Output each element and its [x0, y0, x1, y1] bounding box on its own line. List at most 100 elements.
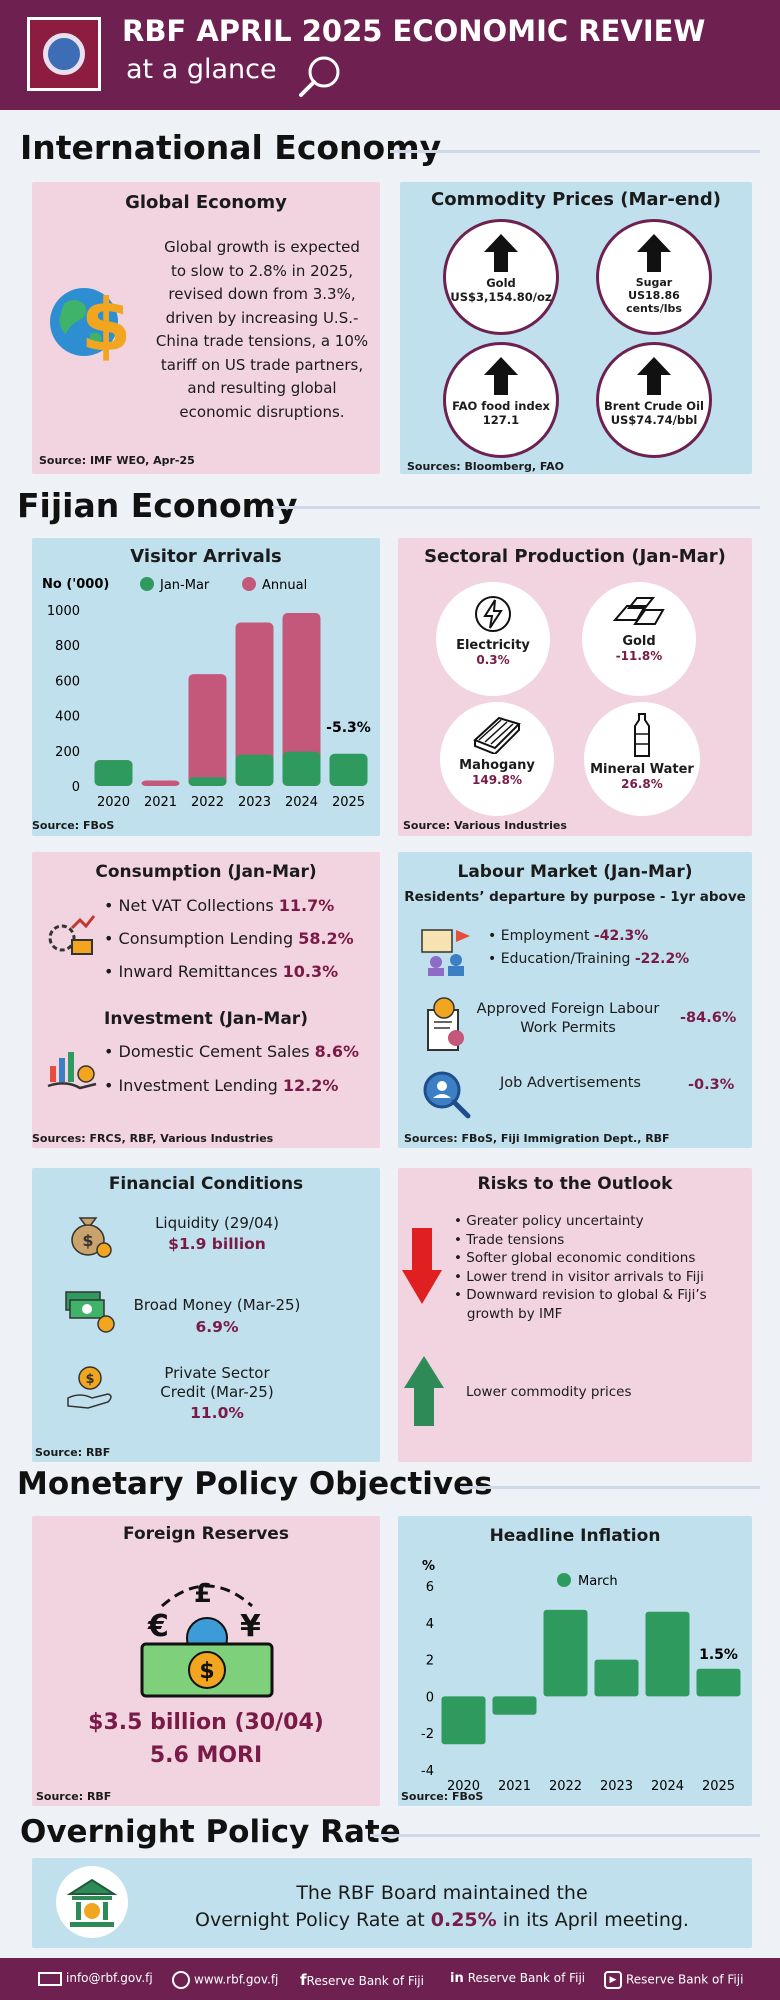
risk-item: growth by IMF: [466, 1305, 563, 1322]
y-tick-label: 200: [55, 745, 80, 760]
chart-ylabel: No ('000): [42, 577, 109, 592]
sector-mahogany: Mahogany 149.8%: [440, 702, 554, 816]
up-arrow-icon: [637, 357, 671, 395]
globe-dollar-icon: $: [50, 283, 131, 366]
risks-upside: Lower commodity prices: [466, 1384, 632, 1400]
globe-icon: [172, 1971, 190, 1989]
broad-money-label: Broad Money (Mar-25): [133, 1296, 301, 1314]
section-title-opr: Overnight Policy Rate: [20, 1814, 401, 1850]
inflation-panel: Headline Inflation % March -4 -2 0 2 4 6 2020 202…: [398, 1516, 752, 1806]
consumption-source: Sources: FRCS, RBF, Various Industries: [32, 1132, 274, 1145]
section-rule: [272, 506, 760, 509]
reserves-source: Source: RBF: [36, 1790, 112, 1803]
reserves-panel: Foreign Reserves € ¥ £ $ $3.5 billion (3…: [32, 1516, 380, 1806]
global-economy-panel: Global Economy $ Global growth is expect…: [32, 182, 380, 474]
section-title-international: International Economy: [20, 128, 442, 167]
x-tick-label: 2021: [144, 795, 177, 810]
risk-item: • Greater policy uncertainty: [454, 1213, 644, 1229]
legend-marker-annual: [242, 577, 256, 591]
labour-title: Labour Market (Jan-Mar): [457, 862, 693, 882]
legend-marker-jan-mar: [140, 577, 154, 591]
visitor-title: Visitor Arrivals: [130, 546, 282, 567]
reserves-title: Foreign Reserves: [123, 1524, 289, 1544]
global-economy-text: Global growth is expected to slow to 2.8…: [155, 238, 369, 421]
permits-label: Approved Foreign Labour Work Permits: [476, 1001, 660, 1036]
footer-youtube[interactable]: ▶ Reserve Bank of Fiji: [604, 1971, 743, 1989]
y-tick-label: 0: [72, 780, 80, 795]
page-subtitle: at a glance: [126, 54, 277, 85]
x-tick-label: 2022: [549, 1779, 582, 1790]
magnifier-icon: [299, 56, 340, 97]
job-ads-label: Job Advertisements: [500, 1075, 641, 1091]
global-economy-title: Global Economy: [125, 192, 287, 213]
footer-facebook[interactable]: fReserve Bank of Fiji: [300, 1971, 424, 1989]
risk-item: • Downward revision to global & Fiji’s: [454, 1287, 707, 1303]
x-tick-label: 2022: [191, 795, 224, 810]
legend-label-march: March: [578, 1574, 618, 1589]
section-rule: [460, 1486, 760, 1489]
bar-march: [441, 1696, 486, 1745]
footer-email[interactable]: info@rbf.gov.fj: [38, 1971, 153, 1986]
header-banner: [0, 0, 780, 110]
global-economy-source: Source: IMF WEO, Apr-25: [39, 454, 195, 467]
svg-text:$: $: [81, 283, 131, 366]
liquidity-value: $1.9 billion: [168, 1235, 266, 1253]
bar-jan-mar: [188, 777, 227, 786]
x-tick-label: 2023: [600, 1779, 633, 1790]
sector-gold: Gold -11.8%: [582, 582, 696, 696]
risks-panel: Risks to the Outlook • Greater policy un…: [398, 1168, 752, 1462]
commodity-brent: Brent Crude Oil US$74.74/bbl: [596, 342, 712, 458]
legend-label-jan-mar: Jan-Mar: [159, 578, 210, 593]
mail-icon: [38, 1971, 62, 1986]
x-tick-label: 2020: [447, 1779, 480, 1790]
cash-stack-icon: [65, 1291, 115, 1333]
gear-chart-icon: [48, 915, 96, 955]
x-tick-label: 2025: [332, 795, 365, 810]
bar-march: [594, 1659, 639, 1697]
svg-text:€: €: [147, 1609, 169, 1644]
electricity-icon: [475, 596, 511, 632]
risk-item: • Trade tensions: [454, 1231, 565, 1248]
investment-title: Investment (Jan-Mar): [104, 1009, 308, 1029]
investment-list: • Domestic Cement Sales 8.6% • Investmen…: [104, 1042, 359, 1110]
svg-text:$: $: [82, 1231, 93, 1250]
up-arrow-icon: [484, 357, 518, 395]
bar-annual: [282, 612, 321, 786]
footer-website[interactable]: www.rbf.gov.fj: [172, 1971, 278, 1989]
svg-text:¥: ¥: [240, 1609, 261, 1644]
job-ads-value: -0.3%: [688, 1077, 735, 1093]
consumption-item: • Inward Remittances 10.3%: [104, 962, 339, 981]
labour-source: Sources: FBoS, Fiji Immigration Dept., R…: [404, 1132, 670, 1145]
y-tick-label: 0: [426, 1690, 434, 1705]
footer-linkedin[interactable]: in Reserve Bank of Fiji: [450, 1971, 586, 1986]
sectoral-source: Source: Various Industries: [403, 819, 567, 832]
up-arrow-icon: [484, 234, 518, 272]
x-tick-label: 2023: [238, 795, 271, 810]
sectoral-panel: Sectoral Production (Jan-Mar) Electricit…: [398, 538, 752, 836]
job-search-icon: [423, 1071, 471, 1119]
legend-label-annual: Annual: [262, 578, 307, 593]
bar-march: [645, 1611, 690, 1697]
financial-panel: Financial Conditions $ Liquidity (29/04)…: [32, 1168, 380, 1462]
y-tick-label: 4: [426, 1617, 434, 1632]
hand-coin-icon: $: [67, 1366, 112, 1409]
bar-annual: [235, 622, 274, 786]
work-permit-icon: [427, 997, 464, 1051]
financial-source: Source: RBF: [35, 1446, 111, 1459]
rbf-logo: [27, 17, 101, 91]
chart-annotation: -5.3%: [326, 720, 371, 736]
commodity-sugar: Sugar US18.86 cents/lbs: [596, 219, 712, 335]
commodity-title: Commodity Prices (Mar-end): [431, 189, 721, 210]
y-tick-label: 2: [426, 1654, 434, 1669]
commodity-gold: Gold US$3,154.80/oz: [443, 219, 559, 335]
risk-item: • Lower trend in visitor arrivals to Fij…: [454, 1268, 704, 1285]
departure-item: • Education/Training -22.2%: [488, 951, 690, 967]
inflation-chart: % March -4 -2 0 2 4 6 2020 2021 2022 2023 2024 2025 1.…: [421, 1559, 741, 1790]
section-rule: [370, 1834, 760, 1837]
credit-label: Private Sector Credit (Mar-25): [160, 1364, 274, 1401]
x-tick-label: 2025: [702, 1779, 735, 1790]
investment-item: • Investment Lending 12.2%: [104, 1076, 339, 1095]
bar-annual: [141, 780, 180, 786]
sector-electricity: Electricity 0.3%: [436, 582, 550, 696]
labour-subtitle: Residents’ departure by purpose - 1yr ab…: [404, 889, 746, 905]
